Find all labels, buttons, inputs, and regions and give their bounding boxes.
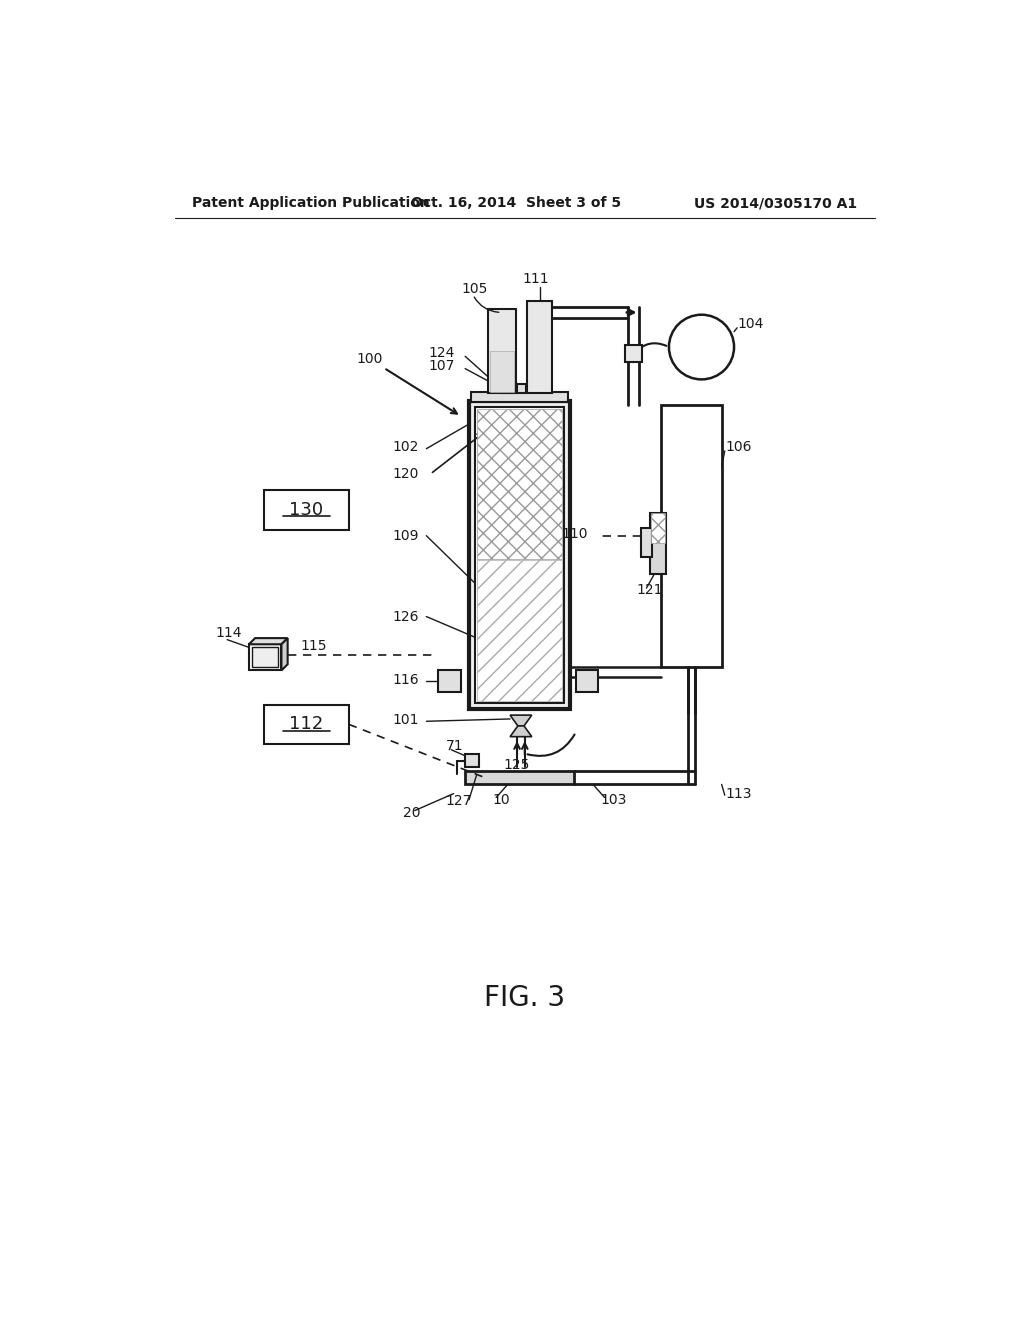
Bar bbox=[500, 384, 512, 393]
Bar bbox=[249, 644, 282, 671]
Text: 104: 104 bbox=[738, 317, 764, 331]
Text: 101: 101 bbox=[392, 714, 419, 727]
Bar bbox=[527, 301, 552, 393]
Bar bbox=[641, 528, 652, 557]
Text: 120: 120 bbox=[392, 467, 419, 480]
Bar bbox=[662, 405, 722, 667]
Polygon shape bbox=[510, 726, 531, 737]
Polygon shape bbox=[282, 638, 288, 671]
Text: 127: 127 bbox=[445, 795, 472, 808]
Text: 113: 113 bbox=[726, 787, 752, 801]
Text: 106: 106 bbox=[726, 440, 752, 454]
Polygon shape bbox=[249, 638, 288, 644]
Text: 112: 112 bbox=[289, 715, 324, 734]
Text: 107: 107 bbox=[429, 359, 455, 374]
Circle shape bbox=[669, 314, 734, 379]
Bar bbox=[263, 705, 349, 743]
Bar bbox=[489, 351, 514, 392]
Text: 115: 115 bbox=[301, 639, 328, 653]
Bar bbox=[650, 512, 666, 574]
Text: 71: 71 bbox=[445, 739, 464, 752]
Text: 102: 102 bbox=[392, 440, 419, 454]
Text: FIG. 3: FIG. 3 bbox=[484, 983, 565, 1011]
Text: 130: 130 bbox=[289, 500, 324, 519]
Bar bbox=[517, 384, 526, 393]
Text: Oct. 16, 2014  Sheet 3 of 5: Oct. 16, 2014 Sheet 3 of 5 bbox=[411, 197, 621, 210]
Text: US 2014/0305170 A1: US 2014/0305170 A1 bbox=[693, 197, 857, 210]
Bar bbox=[465, 754, 479, 767]
Bar bbox=[477, 409, 562, 558]
Text: 126: 126 bbox=[392, 610, 419, 623]
Text: 121: 121 bbox=[636, 582, 663, 597]
Polygon shape bbox=[510, 715, 531, 726]
Bar bbox=[488, 309, 515, 393]
Text: 109: 109 bbox=[392, 529, 419, 543]
Bar bbox=[471, 392, 568, 403]
Text: 100: 100 bbox=[356, 351, 383, 366]
Text: 111: 111 bbox=[522, 272, 549, 286]
Bar bbox=[475, 407, 563, 702]
Bar bbox=[651, 513, 665, 544]
Text: 110: 110 bbox=[562, 527, 589, 541]
Text: 10: 10 bbox=[493, 793, 510, 807]
Bar bbox=[575, 671, 598, 692]
Text: 103: 103 bbox=[601, 793, 627, 807]
Bar bbox=[625, 345, 642, 362]
Bar bbox=[438, 671, 461, 692]
Bar bbox=[477, 560, 562, 701]
Text: 105: 105 bbox=[461, 282, 487, 296]
Text: 125: 125 bbox=[504, 758, 530, 772]
Text: Patent Application Publication: Patent Application Publication bbox=[191, 197, 429, 210]
Text: 116: 116 bbox=[392, 673, 419, 686]
Bar bbox=[263, 490, 349, 529]
Bar bbox=[465, 771, 573, 784]
Text: 20: 20 bbox=[403, 807, 421, 820]
Bar bbox=[469, 401, 569, 709]
Text: 114: 114 bbox=[216, 627, 242, 640]
Bar bbox=[252, 647, 279, 668]
Text: 124: 124 bbox=[429, 346, 455, 360]
